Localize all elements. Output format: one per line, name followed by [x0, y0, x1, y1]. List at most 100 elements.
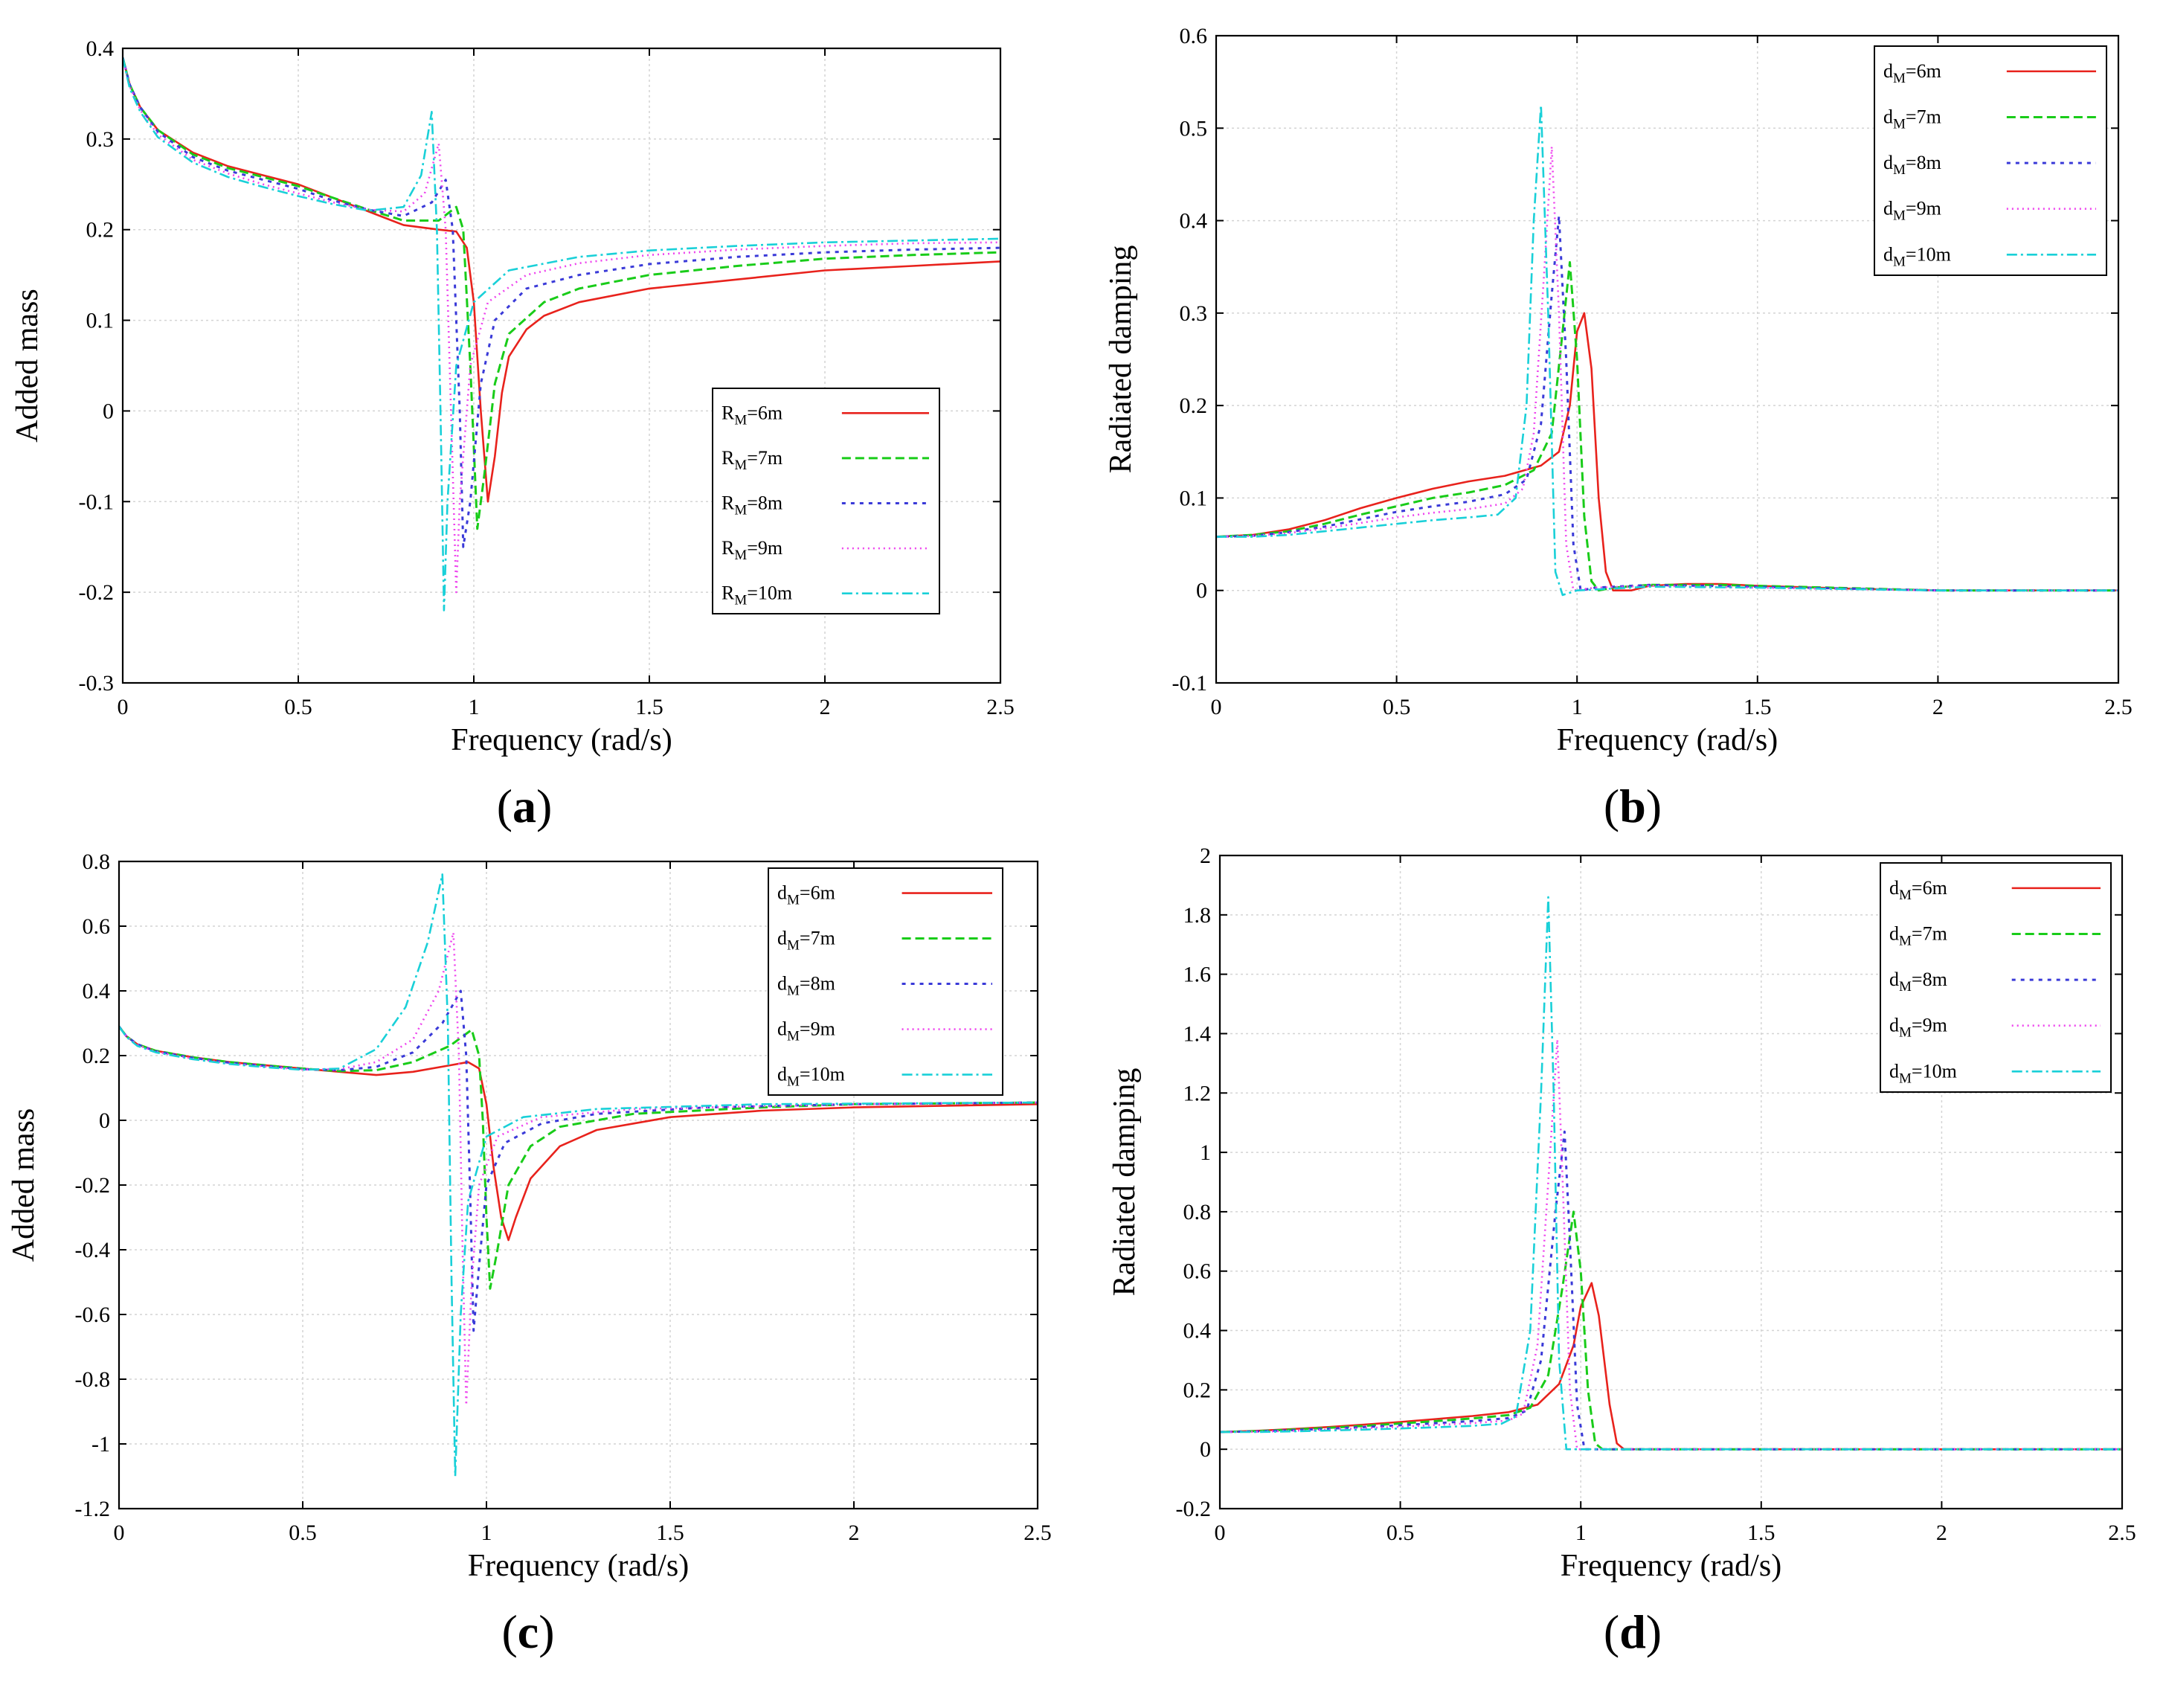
plot-frame [118, 860, 1039, 1510]
legend-entry-label: dM=6m [777, 882, 835, 908]
y-axis-label: Radiated damping [1108, 1068, 1142, 1297]
series-line-4 [1216, 145, 2118, 591]
y-tick-label: 0.4 [1183, 1319, 1212, 1343]
y-tick-label: 0.2 [1180, 394, 1208, 418]
series-line-4 [123, 57, 1000, 594]
x-tick-label: 0.5 [1383, 695, 1411, 719]
x-tick-label: 0.5 [1386, 1521, 1415, 1545]
x-tick-label: 1.5 [1747, 1521, 1775, 1545]
y-tick-label: -0.1 [79, 489, 115, 514]
legend: dM=6m dM=7m dM=8m dM=9m dM=10m [768, 867, 1003, 1096]
series-line-3 [119, 989, 1038, 1332]
x-axis-label: Frequency (rad/s) [468, 1549, 689, 1583]
legend-entry-label: dM=8m [1883, 152, 1941, 178]
x-tick-label: 1.5 [1744, 695, 1772, 719]
series-line-4 [1220, 1038, 2122, 1451]
y-tick-label: 0.6 [1180, 24, 1208, 48]
panel-label: (a) [497, 780, 553, 832]
x-tick-label: 1.5 [635, 695, 663, 719]
y-tick-label: 1.6 [1183, 963, 1212, 987]
y-tick-label: 0.3 [1180, 301, 1208, 326]
x-tick-label: 0 [1211, 695, 1222, 719]
x-tick-label: 1.5 [656, 1521, 684, 1545]
x-tick-label: 2 [849, 1521, 860, 1545]
legend-entry-label: dM=8m [1889, 969, 1947, 995]
series-group [123, 57, 1000, 611]
x-axis-label: Frequency (rad/s) [1561, 1549, 1781, 1583]
legend-entry-label: dM=6m [1889, 877, 1947, 903]
legend-entry-label: RM=6m [722, 402, 782, 428]
plot-frame [1218, 854, 2124, 1510]
y-tick-label: 1 [1200, 1140, 1211, 1165]
x-tick-label: 1 [1575, 1521, 1587, 1545]
y-tick-label: 0.5 [1180, 116, 1208, 141]
chart-panel-c: 0 0.5 1 1.5 2 2.5 0.8 0.6 0.4 0.2 0 -0.2 -0.4 -0.6 -0.… [7, 850, 1052, 1658]
y-tick-label: 0.2 [86, 218, 115, 243]
y-tick-label: 0.3 [86, 127, 115, 152]
series-group [119, 873, 1038, 1477]
y-tick-label: -0.2 [79, 580, 115, 605]
legend-entry-label: dM=9m [1889, 1015, 1947, 1041]
y-tick-label: -0.2 [1176, 1497, 1212, 1521]
y-tick-label: -0.8 [75, 1367, 111, 1392]
x-tick-label: 2.5 [2108, 1521, 2136, 1545]
y-axis-label: Added mass [7, 1108, 41, 1262]
y-tick-label: -1 [91, 1432, 110, 1457]
series-line-4 [119, 931, 1038, 1407]
series-group [1216, 103, 2118, 597]
legend-entry-label: dM=6m [1883, 60, 1941, 86]
chart-panel-b: 0 0.5 1 1.5 2 2.50.60.50.40.30.20.10-0.1Frequ… [1104, 24, 2133, 832]
y-tick-label: -0.3 [79, 671, 115, 696]
panel-label: (b) [1604, 780, 1662, 832]
legend-entry-label: dM=9m [777, 1018, 835, 1044]
plot-frame [121, 47, 1002, 684]
y-tick-label: -1.2 [75, 1497, 111, 1521]
y-tick-label: 0 [1200, 1437, 1211, 1462]
legend-entry-label: RM=7m [722, 447, 782, 473]
y-tick-label: 0.4 [86, 36, 115, 61]
series-line-5 [123, 57, 1000, 611]
x-tick-label: 1 [1572, 695, 1583, 719]
legend-entry-label: dM=7m [777, 928, 835, 954]
x-tick-label: 0 [118, 695, 129, 719]
legend-entry-label: RM=9m [722, 537, 782, 563]
series-line-1 [123, 57, 1000, 503]
legend: dM=6m dM=7m dM=8m dM=9m dM=10m [1874, 45, 2107, 276]
y-tick-label: 0 [99, 1108, 110, 1133]
x-axis-label: Frequency (rad/s) [1557, 723, 1778, 757]
chart-panel-a: 0 0.5 1 1.5 2 2.5 0.4 0.3 0.2 0.1 0 -0.1 -0.2 -0.3 Fre… [10, 36, 1015, 832]
legend-entry-label: dM=7m [1883, 106, 1941, 132]
y-tick-label: 0 [1196, 579, 1207, 603]
legend: RM=6m RM=7m RM=8m RM=9m RM=10m [712, 388, 940, 614]
x-tick-label: 0.5 [284, 695, 312, 719]
x-tick-label: 2.5 [2104, 695, 2133, 719]
chart-panel-d: 0 0.5 1 1.5 2 2.521.81.61.41.210.80.60.40.20-… [1108, 844, 2136, 1658]
x-tick-label: 2 [1932, 695, 1944, 719]
x-tick-label: 2 [1936, 1521, 1947, 1545]
legend-box [712, 388, 940, 614]
y-tick-label: 0.4 [1180, 209, 1208, 234]
y-tick-label: -0.4 [75, 1238, 111, 1262]
legend-entry-label: dM=7m [1889, 922, 1947, 948]
legend-box [768, 867, 1003, 1096]
x-tick-label: 2.5 [986, 695, 1015, 719]
y-tick-label: 0.6 [1183, 1259, 1212, 1284]
legend-entry-label: dM=10m [1883, 243, 1951, 269]
series-line-3 [123, 57, 1000, 548]
y-tick-label: 0.8 [83, 850, 111, 874]
y-tick-label: 0.6 [83, 914, 111, 939]
x-tick-label: 2.5 [1023, 1521, 1052, 1545]
legend-entry-label: dM=8m [777, 973, 835, 999]
x-tick-label: 0 [1215, 1521, 1226, 1545]
legend: dM=6m dM=7m dM=8m dM=9m dM=10m [1880, 862, 2112, 1093]
x-axis-label: Frequency (rad/s) [451, 723, 672, 757]
y-tick-label: -0.6 [75, 1303, 111, 1327]
y-tick-label: 1.2 [1183, 1081, 1212, 1105]
plot-frame [1215, 34, 2120, 684]
y-tick-label: 1.8 [1183, 903, 1212, 928]
y-tick-label: 1.4 [1183, 1021, 1212, 1046]
legend-entry-label: dM=9m [1883, 198, 1941, 224]
panel-label: (d) [1604, 1605, 1662, 1658]
y-tick-label: 0.1 [1180, 486, 1208, 510]
